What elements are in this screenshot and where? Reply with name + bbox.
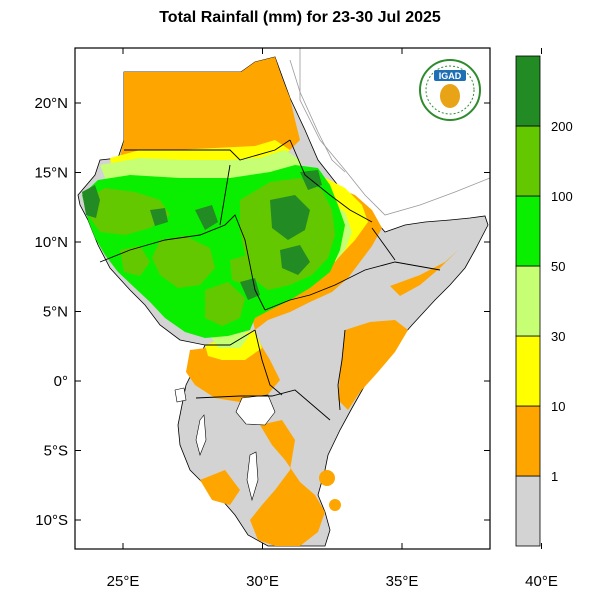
lon-tick-label: 35°E [386, 573, 419, 590]
colorbar-bin [515, 195, 541, 267]
lat-tick-label: 10°N [34, 234, 68, 251]
lat-tick-label: 0° [54, 373, 68, 390]
colorbar-bin [515, 475, 541, 547]
colorbar-label: 10 [551, 399, 565, 414]
lat-tick-label: 20°N [34, 95, 68, 112]
colorbar-bin [515, 335, 541, 407]
colorbar-bin [515, 55, 541, 127]
colorbar-bin [515, 125, 541, 197]
lat-tick-label: 10°S [35, 512, 68, 529]
lakes [174, 387, 276, 502]
colorbar: 1 10 30 50 100 200 [515, 55, 573, 547]
map-content [75, 48, 490, 549]
map-title: Total Rainfall (mm) for 23-30 Jul 2025 [159, 9, 441, 26]
lon-tick-label: 40°E [525, 573, 558, 590]
lat-tick-label: 5°N [43, 304, 68, 321]
rain-1-10mm-zones [118, 57, 458, 546]
country-borders [99, 139, 441, 421]
colorbar-label: 200 [551, 119, 573, 134]
colorbar-label: 100 [551, 189, 573, 204]
rain-over-200mm-zones [82, 170, 322, 300]
lat-tick-label: 15°N [34, 165, 68, 182]
igad-logo: IGAD [419, 59, 481, 121]
colorbar-label: 30 [551, 329, 565, 344]
map-frame [74, 47, 491, 550]
colorbar-bin [515, 265, 541, 337]
colorbar-label: 50 [551, 259, 565, 274]
lat-tick-label: 5°S [44, 443, 68, 460]
lon-tick-label: 25°E [107, 573, 140, 590]
map-axes: 25°E30°E35°E40°E45°E50°E20°N15°N10°N5°N0… [34, 48, 558, 590]
lon-tick-label: 30°E [246, 573, 279, 590]
colorbar-label: 1 [551, 469, 558, 484]
colorbar-bin [515, 405, 541, 477]
igad-logo-text: IGAD [439, 71, 462, 81]
